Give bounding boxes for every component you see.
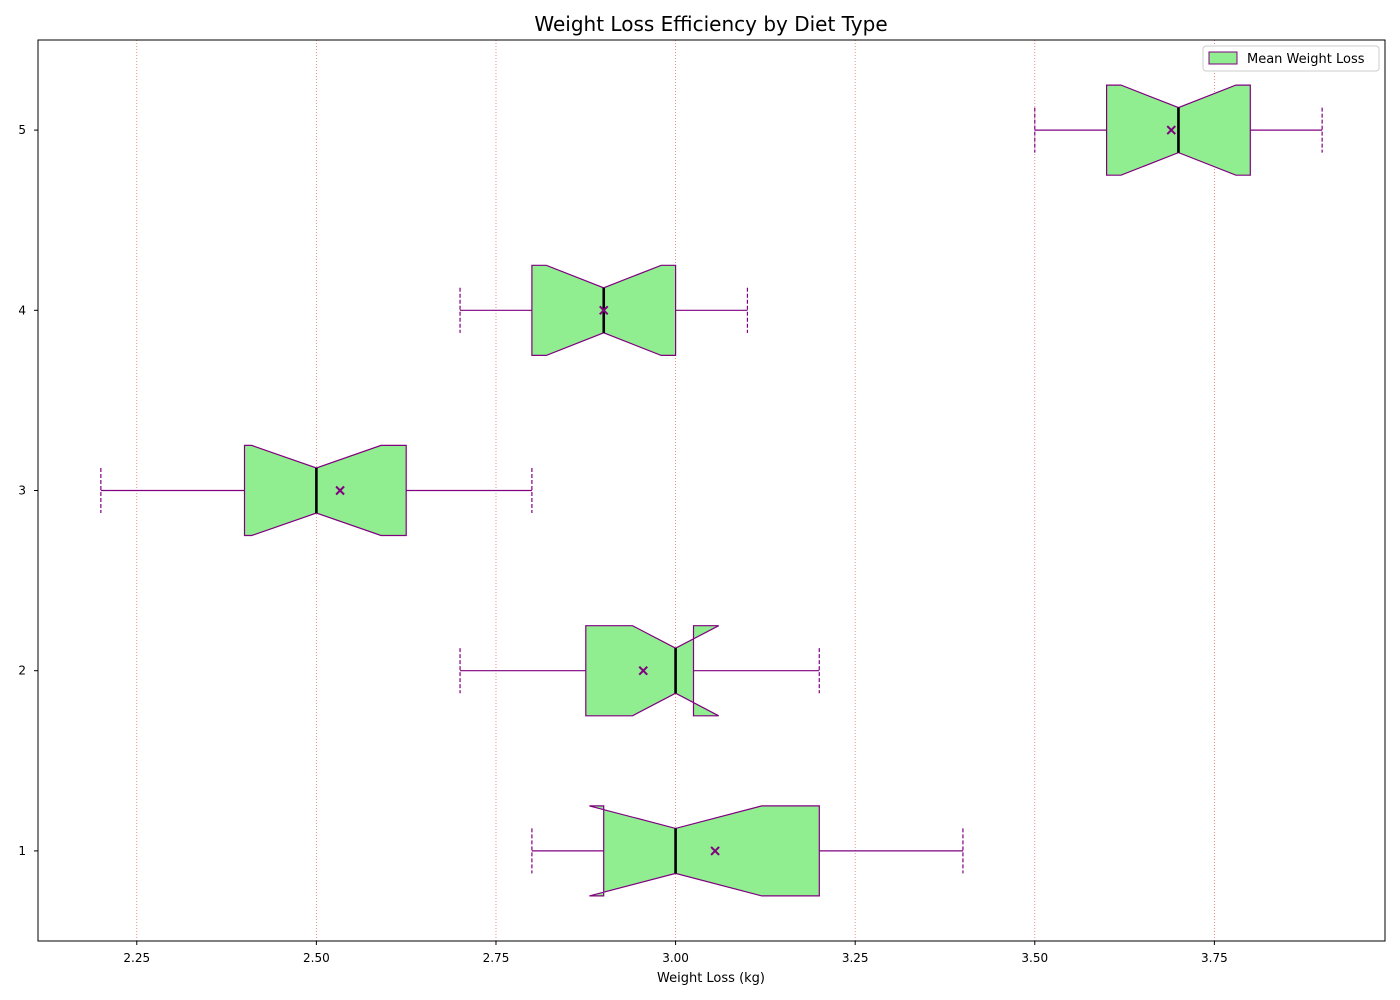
x-tick-label: 3.00 [662, 951, 689, 965]
x-tick-label: 2.25 [123, 951, 150, 965]
legend-label: Mean Weight Loss [1247, 52, 1365, 67]
x-tick-label: 3.50 [1021, 951, 1048, 965]
mean-marker [335, 485, 345, 496]
y-tick-label: 3 [18, 484, 26, 498]
box-body [585, 625, 719, 717]
x-axis-label: Weight Loss (kg) [657, 971, 765, 986]
x-tick-label: 3.25 [842, 951, 869, 965]
y-tick-label: 5 [18, 123, 26, 137]
x-axis-ticks: 2.25 2.50 2.75 3.00 3.25 3.50 3.75 [123, 941, 1228, 965]
mean-marker [638, 665, 648, 676]
x-tick-label: 2.50 [303, 951, 330, 965]
box-body [589, 805, 820, 897]
mean-marker [710, 846, 720, 856]
y-axis-ticks: 1 2 3 4 5 [18, 123, 38, 858]
legend-frame [1202, 45, 1380, 72]
y-tick-label: 2 [18, 664, 26, 678]
box-group [459, 264, 749, 356]
mean-marker [599, 305, 609, 316]
chart-title: Weight Loss Efficiency by Diet Type [534, 12, 887, 36]
box-group [100, 444, 533, 537]
legend: Mean Weight Loss [1202, 45, 1380, 72]
box-group [531, 805, 964, 897]
box-group [459, 625, 820, 717]
box-body [243, 444, 407, 537]
y-tick-label: 1 [18, 844, 26, 858]
x-tick-label: 3.75 [1201, 951, 1228, 965]
box-group [1034, 84, 1323, 176]
legend-swatch [1208, 51, 1238, 65]
mean-marker [1166, 125, 1176, 135]
boxes [100, 84, 1323, 897]
y-tick-label: 4 [18, 303, 26, 317]
x-tick-label: 2.75 [483, 951, 510, 965]
